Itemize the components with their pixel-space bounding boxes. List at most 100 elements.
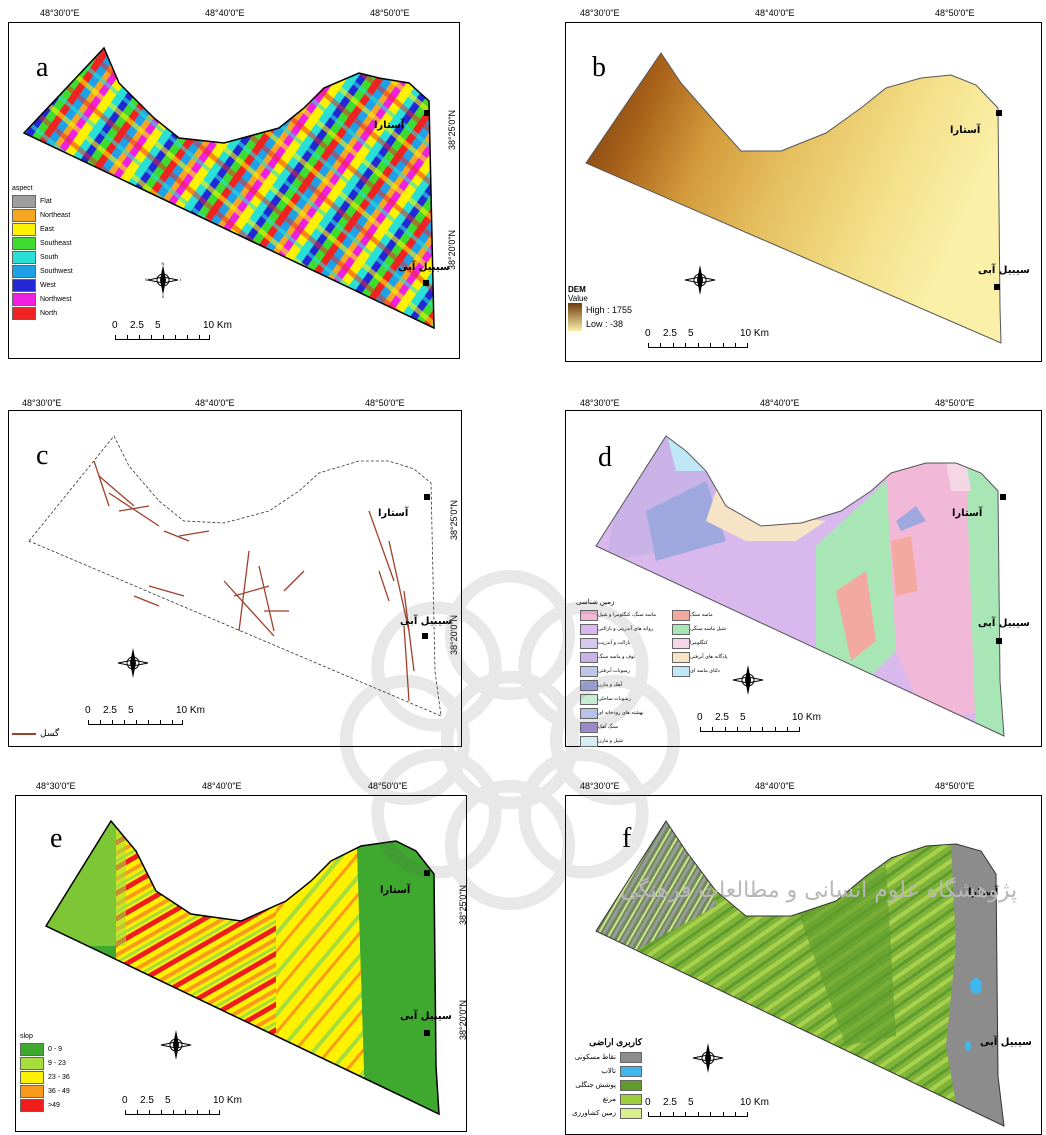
coord-top-2: 48°40'0"E [755,8,795,18]
scale-bar: 0 2.5 5 10 Km [122,1095,242,1115]
coord-top-3: 48°50'0"E [935,781,975,791]
city-label-astara: آستارا [380,885,411,896]
scale-bar: 0 2.5 5 10 Km [85,705,205,725]
legend-high: High : 1755 [586,305,633,315]
legend-item: تالاب [570,1064,642,1078]
geology-map [595,435,1005,737]
coord-right-2: 38°20'0"N [447,229,457,270]
aspect-map [22,46,435,330]
legend-item: دلتای ماسه ای [668,664,753,678]
legend-item: ماسه سنگ [668,608,753,622]
legend-item: Southwest [12,264,73,278]
legend-item: پوشش جنگلی [570,1078,642,1092]
legend-item: Southeast [12,236,73,250]
slope-legend: slop 0 - 9 9 - 23 23 - 36 36 - 49 >49 [20,1033,70,1112]
city-marker [424,494,430,500]
legend-item: رسوبات آبرفتی [576,664,668,678]
legend-item: شیل و مارن [576,734,668,748]
legend-item: رسوبات ساحلی [576,692,668,706]
legend-item: آهک و مارن [576,678,668,692]
geology-legend: زمین شناسی ماسه سنگ، کنگلومرا و شیل روان… [576,598,756,748]
map-frame [8,22,460,359]
coord-right-1: 38°25'0"N [447,109,457,150]
dem-legend: DEM Value High : 1755 Low : -38 [568,285,632,331]
legend-item: نقاط مسکونی [570,1050,642,1064]
svg-text:E: E [180,277,181,282]
map-frame [565,22,1042,362]
legend-title: slop [20,1033,33,1040]
legend-item: کنگلومرا [668,636,753,650]
city-label-sibil: سیبیل آبی [980,1037,1032,1048]
map-frame [565,795,1042,1135]
panel-letter: e [50,823,63,854]
city-marker [424,1030,430,1036]
scale-bar: 0 2.5 5 10 Km [112,320,232,340]
legend-item: توف و ماسه سنگ [576,650,668,664]
coord-top-1: 48°30'0"E [40,8,80,18]
city-label-astara: آستارا [378,508,409,519]
panel-letter: d [598,442,612,473]
north-arrow-icon [730,662,766,698]
legend-title: DEM [568,285,586,294]
coord-right-1: 38°25'0"N [449,499,459,540]
panel-e: 48°30'0"E 48°40'0"E 48°50'0"E [0,775,470,1135]
landuse-map [595,820,1005,1127]
coord-top-3: 48°50'0"E [935,398,975,408]
legend-item: روانه های آندزیتی و بازالتی [576,622,668,636]
legend-title: کاربری اراضی [589,1037,642,1047]
watermark-text: پژوهشگاه علوم انسانی و مطالعات فرهنگی [620,878,1018,903]
panel-letter: f [622,823,632,854]
city-label-astara: آستارا [968,887,999,898]
scale-bar: 0 2.5 5 10 Km [697,712,821,732]
city-label-astara: آستارا [952,508,983,519]
legend-item: 23 - 36 [20,1070,70,1084]
coord-top-1: 48°30'0"E [580,781,620,791]
legend-label: گسل [40,728,60,738]
legend-subtitle: Value [568,294,588,303]
coord-right-1: 38°25'0"N [458,884,468,925]
legend-item: 36 - 49 [20,1084,70,1098]
slope-map [44,819,440,1116]
city-marker [423,280,429,286]
city-marker [424,110,430,116]
city-label-sibil: سیبیل آبی [978,265,1030,276]
coord-top-2: 48°40'0"E [202,781,242,791]
legend-item: North [12,306,73,320]
legend-item: نهشته های رودخانه ای [576,706,668,720]
coord-top-3: 48°50'0"E [365,398,405,408]
coord-top-1: 48°30'0"E [580,398,620,408]
north-arrow-icon [158,1027,194,1063]
coord-right-2: 38°20'0"N [458,999,468,1040]
coord-top-2: 48°40'0"E [760,398,800,408]
panel-letter: a [36,52,49,83]
north-arrow-icon [690,1040,726,1076]
coord-top-3: 48°50'0"E [370,8,410,18]
dem-map [585,52,1002,344]
legend-item: پادگانه های آبرفتی [668,650,753,664]
legend-item: Flat [12,194,73,208]
aspect-legend: aspect Flat Northeast East Southeast Sou… [12,185,73,320]
coord-top-3: 48°50'0"E [935,8,975,18]
scale-bar: 0 2.5 5 10 Km [645,328,769,348]
legend-item: South [12,250,73,264]
scale-bar: 0 2.5 5 10 Km [645,1097,769,1117]
north-arrow-icon [115,645,151,681]
coord-top-1: 48°30'0"E [36,781,76,791]
panel-a: 48°30'0"E 48°40'0"E 48°50'0"E [0,0,470,365]
legend-item: زمین کشاورزی [570,1106,642,1120]
panel-b: 48°30'0"E 48°40'0"E 48°50'0"E b آستارا س… [560,0,1046,365]
svg-text:S: S [162,294,165,298]
city-marker [424,870,430,876]
legend-title: aspect [12,185,33,192]
city-marker [996,638,1002,644]
panel-f: 48°30'0"E 48°40'0"E 48°50'0"E [560,775,1046,1135]
landuse-legend: کاربری اراضی نقاط مسکونی تالاب پوشش جنگل… [570,1037,642,1120]
legend-item: >49 [20,1098,70,1112]
city-label-sibil: سیبیل آبی [978,618,1030,629]
legend-item: بازالت و آندزیت [576,636,668,650]
fault-map [28,435,442,717]
coord-top-2: 48°40'0"E [755,781,795,791]
north-arrow-icon: N S E W [145,261,183,299]
city-marker [1000,494,1006,500]
legend-low: Low : -38 [586,319,624,329]
